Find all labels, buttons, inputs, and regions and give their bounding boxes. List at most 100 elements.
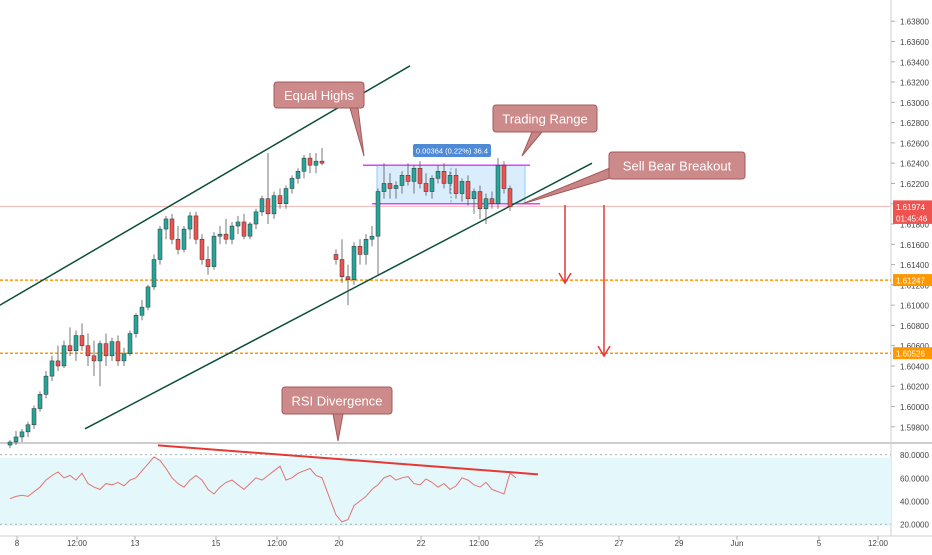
rsi-band <box>0 458 891 526</box>
grid <box>0 0 932 537</box>
candle-down <box>417 167 423 184</box>
candle-up <box>235 221 241 227</box>
candle-down <box>319 160 325 164</box>
candle-up <box>43 375 49 395</box>
price-tick-label: 1.62400 <box>900 160 929 169</box>
candle-down <box>91 355 97 362</box>
time-tick-label: 12:00 <box>67 539 88 548</box>
candle-down <box>333 254 339 260</box>
time-tick-label: 12:00 <box>469 539 490 548</box>
price-tag-label: 01:45:46 <box>896 214 928 223</box>
candle-down <box>387 183 393 189</box>
price-tick-label: 1.59800 <box>900 423 929 432</box>
candle-down <box>115 341 121 362</box>
candle-down <box>193 215 199 240</box>
time-tick-label: Jun <box>731 539 744 548</box>
candle-down <box>223 233 229 240</box>
candle-down <box>169 218 175 240</box>
candle-up <box>295 171 301 179</box>
candle-up <box>271 195 277 215</box>
candle-down <box>441 171 447 184</box>
equal-highs-callout-pointer <box>349 107 365 157</box>
price-tag-label: 1.61247 <box>896 277 925 286</box>
candle-up <box>429 178 435 192</box>
price-tick-label: 1.63400 <box>900 58 929 67</box>
candle-up <box>151 259 157 288</box>
rsi-line <box>9 456 517 523</box>
target-arrows[interactable] <box>558 205 611 358</box>
horizontal-levels <box>0 205 891 354</box>
time-tick-label: 15 <box>212 539 221 548</box>
candle-up <box>435 171 441 179</box>
lower-channel-line[interactable] <box>84 162 593 430</box>
candle-down <box>85 345 91 357</box>
time-tick-label: 27 <box>615 539 624 548</box>
candle-up <box>49 360 55 377</box>
time-tick-label: 20 <box>335 539 344 548</box>
sell-bear-breakout-callout-box[interactable] <box>608 151 746 180</box>
candle-up <box>139 306 145 316</box>
candle-up <box>109 341 115 357</box>
candle-up <box>25 424 31 433</box>
time-tick-label: 13 <box>131 539 140 548</box>
price-tag <box>893 211 932 224</box>
range-measure-label: 0.00364 (0.22%) 36.4 <box>416 147 488 156</box>
price-axis[interactable]: 1.63800 1.63600 1.63400 1.63200 1.63000 1.628… <box>891 18 932 530</box>
candles <box>7 147 513 449</box>
price-tick-label: 1.63200 <box>900 79 929 88</box>
candle-up <box>301 157 307 172</box>
time-axis[interactable]: 8 12:00 13 15 12:00 20 22 12:00 25 27 29 Jun 5 12:00 <box>15 536 889 548</box>
rsi-divergence-callout-pointer <box>332 413 344 442</box>
target-arrow-first-head <box>558 272 572 285</box>
candle-up <box>127 333 133 355</box>
candle-up <box>229 225 235 240</box>
candle-up <box>393 185 399 189</box>
price-tick-label: 1.63000 <box>900 99 929 108</box>
candle-down <box>357 246 363 255</box>
price-tag <box>893 274 932 287</box>
rsi-divergence-callout-text: RSI Divergence <box>291 394 382 409</box>
equal-highs-callout-box[interactable] <box>273 81 365 109</box>
candle-down <box>175 238 181 250</box>
rsi-divergence-line[interactable] <box>157 444 539 476</box>
candle-up <box>459 181 465 194</box>
candle-up <box>369 235 375 240</box>
candle-down <box>67 345 73 352</box>
candle-up <box>247 223 253 237</box>
candle-up <box>351 246 357 281</box>
trading-range[interactable]: 0.00364 (0.22%) 36.4 <box>363 144 540 205</box>
rsi-pane <box>0 444 891 525</box>
trading-range-callout-pointer <box>521 131 544 157</box>
candle-up <box>313 160 319 166</box>
candle-up <box>211 235 217 267</box>
candle-up <box>73 335 79 352</box>
trading-range-callout-box[interactable] <box>492 104 598 133</box>
candle-up <box>133 315 139 334</box>
candle-down <box>501 164 507 189</box>
time-tick-label: 12:00 <box>868 539 889 548</box>
price-tick-label: 1.61000 <box>900 302 929 311</box>
candle-down <box>241 221 247 237</box>
rsi-divergence-callout-box[interactable] <box>281 386 393 415</box>
candle-down <box>489 198 495 204</box>
price-tick-label: 1.60400 <box>900 362 929 371</box>
price-tag-label: 1.60526 <box>896 350 925 359</box>
callouts[interactable]: Equal Highs Trading Range Sell Bear Breako… <box>273 81 746 442</box>
price-tag <box>893 347 932 360</box>
candle-up <box>289 178 295 189</box>
candle-up <box>411 167 417 182</box>
candle-up <box>61 345 67 367</box>
price-tick-label: 1.60200 <box>900 383 929 392</box>
price-tick-label: 1.60600 <box>900 342 929 351</box>
price-tick-label: 1.62200 <box>900 180 929 189</box>
candle-up <box>283 188 289 204</box>
candle-down <box>477 191 483 210</box>
candle-down <box>465 181 471 199</box>
candle-down <box>277 195 283 204</box>
time-tick-label: 5 <box>817 539 822 548</box>
candle-up <box>253 211 259 225</box>
candle-up <box>37 394 43 409</box>
candle-up <box>471 191 477 199</box>
